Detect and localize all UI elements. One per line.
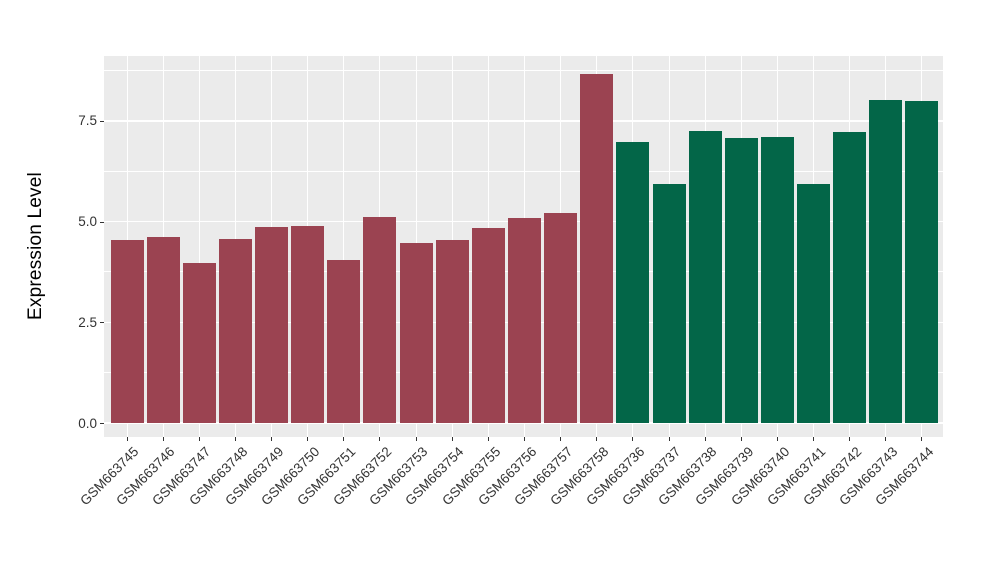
bar-GSM663738 <box>688 131 722 423</box>
x-tick-mark <box>776 437 778 441</box>
bar-GSM663753 <box>399 243 433 423</box>
x-tick-mark <box>234 437 236 441</box>
x-tick-mark <box>813 437 815 441</box>
x-tick-mark <box>162 437 164 441</box>
bar-GSM663757 <box>544 213 578 423</box>
x-tick-mark <box>271 437 273 441</box>
minor-gridline <box>104 170 943 172</box>
x-tick-mark <box>668 437 670 441</box>
x-tick-mark <box>487 437 489 441</box>
bar-GSM663749 <box>255 226 289 423</box>
x-tick-mark <box>379 437 381 441</box>
x-tick-mark <box>849 437 851 441</box>
bar-GSM663740 <box>760 136 794 423</box>
y-tick-mark <box>100 423 104 424</box>
x-tick-mark <box>885 437 887 441</box>
bar-GSM663754 <box>435 239 469 423</box>
bar-GSM663736 <box>616 141 650 423</box>
x-tick-mark <box>307 437 309 441</box>
x-tick-mark <box>523 437 525 441</box>
y-tick-label: 5.0 <box>78 214 97 230</box>
bar-GSM663756 <box>507 218 541 423</box>
y-axis-title: Expression Level <box>25 172 46 320</box>
y-tick-label: 7.5 <box>78 113 97 129</box>
bar-GSM663744 <box>905 100 939 423</box>
bar-GSM663746 <box>146 236 180 423</box>
x-tick-mark <box>198 437 200 441</box>
plot-panel <box>104 56 943 437</box>
bar-GSM663750 <box>291 226 325 423</box>
x-tick-mark <box>343 437 345 441</box>
major-gridline <box>104 120 943 122</box>
bar-GSM663745 <box>110 240 144 423</box>
bar-GSM663755 <box>471 228 505 423</box>
bar-GSM663751 <box>327 260 361 423</box>
bar-GSM663752 <box>363 217 397 423</box>
x-tick-mark <box>126 437 128 441</box>
vertical-gridline <box>198 56 200 437</box>
vertical-gridline <box>343 56 345 437</box>
bar-GSM663748 <box>218 238 252 423</box>
bar-GSM663741 <box>797 184 831 423</box>
x-tick-mark <box>632 437 634 441</box>
x-tick-mark <box>740 437 742 441</box>
y-tick-label: 2.5 <box>78 314 97 330</box>
x-tick-mark <box>415 437 417 441</box>
bar-GSM663737 <box>652 184 686 423</box>
major-gridline <box>104 422 943 424</box>
y-tick-mark <box>100 322 104 324</box>
bar-GSM663742 <box>833 132 867 423</box>
minor-gridline <box>104 70 943 72</box>
bar-GSM663747 <box>182 263 216 423</box>
bar-GSM663758 <box>580 73 614 423</box>
y-tick-label: 0.0 <box>78 415 97 431</box>
x-tick-mark <box>704 437 706 441</box>
y-tick-mark <box>100 120 104 122</box>
x-tick-mark <box>451 437 453 441</box>
bar-GSM663739 <box>724 137 758 423</box>
x-tick-mark <box>921 437 923 441</box>
x-tick-mark <box>596 437 598 441</box>
y-tick-mark <box>100 221 104 223</box>
bar-GSM663743 <box>869 100 903 423</box>
x-tick-mark <box>560 437 562 441</box>
